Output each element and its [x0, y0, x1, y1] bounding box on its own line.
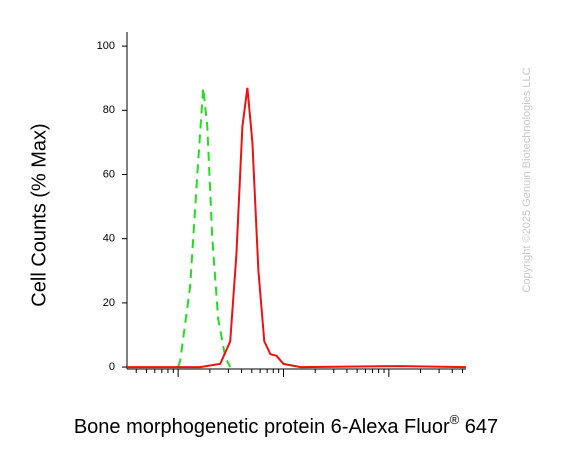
x-axis-label: Bone morphogenetic protein 6-Alexa Fluor…	[74, 412, 498, 438]
y-axis-label: Cell Counts (% Max)	[28, 123, 50, 306]
y-tick-label: 60	[103, 168, 115, 180]
watermark: Copyright ©2025 Genuin Biotechnologies L…	[521, 67, 533, 292]
y-tick-label: 40	[103, 233, 115, 245]
series-line	[177, 87, 232, 368]
y-tick-label: 100	[97, 40, 115, 52]
y-tick-label: 80	[103, 104, 115, 116]
y-tick-label: 20	[103, 297, 115, 309]
x-axis-label-main: Bone morphogenetic protein 6-Alexa Fluor	[74, 416, 450, 438]
x-axis-label-suffix: 647	[459, 416, 498, 438]
x-axis-label-mark: ®	[450, 412, 460, 427]
y-tick-label: 0	[109, 361, 115, 373]
series-line	[127, 87, 467, 369]
